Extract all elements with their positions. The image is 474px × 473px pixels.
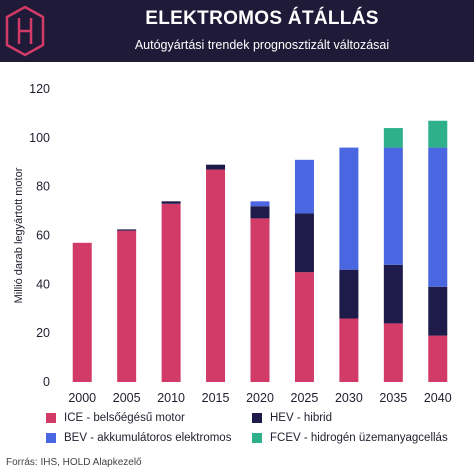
x-tick-label: 2035 bbox=[379, 391, 407, 405]
x-tick-label: 2015 bbox=[202, 391, 230, 405]
bar-segment-2030-s2 bbox=[339, 147, 359, 270]
page-subtitle: Autógyártási trendek prognosztizált vált… bbox=[134, 38, 390, 52]
legend-item: BEV - akkumulátoros elektromos bbox=[46, 432, 231, 444]
legend-item: FCEV - hidrogén üzemanyagcellás bbox=[252, 432, 448, 444]
legend-swatch bbox=[46, 413, 56, 423]
y-tick-label: 40 bbox=[36, 277, 50, 291]
bar-segment-2010-s1 bbox=[161, 201, 181, 204]
stacked-bar-chart: Millió darab legyártott motor02040608010… bbox=[13, 82, 452, 405]
y-axis-label: Millió darab legyártott motor bbox=[13, 167, 25, 303]
legend-swatch bbox=[252, 413, 262, 423]
y-tick-label: 100 bbox=[29, 131, 50, 145]
y-tick-label: 0 bbox=[43, 375, 50, 389]
legend-item: HEV - hibrid bbox=[252, 412, 332, 424]
bar-segment-2030-s0 bbox=[339, 318, 359, 382]
x-tick-label: 2025 bbox=[291, 391, 319, 405]
bar-segment-2025-s2 bbox=[294, 159, 314, 214]
bar-segment-2025-s0 bbox=[294, 272, 314, 382]
x-tick-label: 2000 bbox=[68, 391, 96, 405]
bar-segment-2020-s0 bbox=[250, 218, 270, 382]
bar-segment-2010-s0 bbox=[161, 203, 181, 382]
x-tick-label: 2010 bbox=[157, 391, 185, 405]
legend-swatch bbox=[252, 433, 262, 443]
bar-segment-2035-s1 bbox=[383, 264, 403, 324]
page-title: ELEKTROMOS ÁTÁLLÁS bbox=[145, 8, 379, 29]
x-tick-label: 2005 bbox=[113, 391, 141, 405]
y-tick-label: 120 bbox=[29, 82, 50, 96]
bar-segment-2040-s1 bbox=[428, 286, 448, 336]
bar-segment-2040-s0 bbox=[428, 335, 448, 382]
bar-segment-2040-s3 bbox=[428, 120, 448, 148]
x-tick-label: 2030 bbox=[335, 391, 363, 405]
y-tick-label: 80 bbox=[36, 180, 50, 194]
bar-segment-2020-s1 bbox=[250, 206, 270, 219]
chart-legend: ICE - belsőégésű motor HEV - hibrid BEV - … bbox=[0, 412, 474, 452]
legend-swatch bbox=[46, 433, 56, 443]
bar-segment-2005-s1 bbox=[117, 229, 137, 231]
bar-segment-2015-s0 bbox=[206, 169, 226, 382]
legend-label: HEV - hibrid bbox=[270, 412, 332, 424]
y-tick-label: 20 bbox=[36, 326, 50, 340]
legend-label: BEV - akkumulátoros elektromos bbox=[64, 432, 232, 444]
bar-segment-2025-s1 bbox=[294, 213, 314, 273]
bar-segment-2035-s3 bbox=[383, 128, 403, 148]
bar-segment-2035-s0 bbox=[383, 323, 403, 382]
bar-segment-2035-s2 bbox=[383, 147, 403, 265]
legend-item: ICE - belsőégésű motor bbox=[46, 412, 185, 424]
bar-segment-2030-s1 bbox=[339, 269, 359, 319]
legend-label: ICE - belsőégésű motor bbox=[64, 412, 185, 424]
bar-segment-2005-s0 bbox=[117, 230, 137, 382]
x-tick-label: 2020 bbox=[246, 391, 274, 405]
bar-segment-2000-s0 bbox=[72, 242, 92, 382]
header-banner: ELEKTROMOS ÁTÁLLÁS Autógyártási trendek … bbox=[0, 0, 474, 62]
source-note: Forrás: IHS, HOLD Alapkezelő bbox=[6, 457, 142, 468]
x-tick-label: 2040 bbox=[424, 391, 452, 405]
bar-segment-2020-s2 bbox=[250, 201, 270, 207]
y-tick-label: 60 bbox=[36, 229, 50, 243]
bar-segment-2040-s2 bbox=[428, 147, 448, 287]
hold-h-logo-icon bbox=[5, 5, 45, 57]
bar-segment-2015-s1 bbox=[206, 164, 226, 170]
legend-label: FCEV - hidrogén üzemanyagcellás bbox=[270, 432, 448, 444]
